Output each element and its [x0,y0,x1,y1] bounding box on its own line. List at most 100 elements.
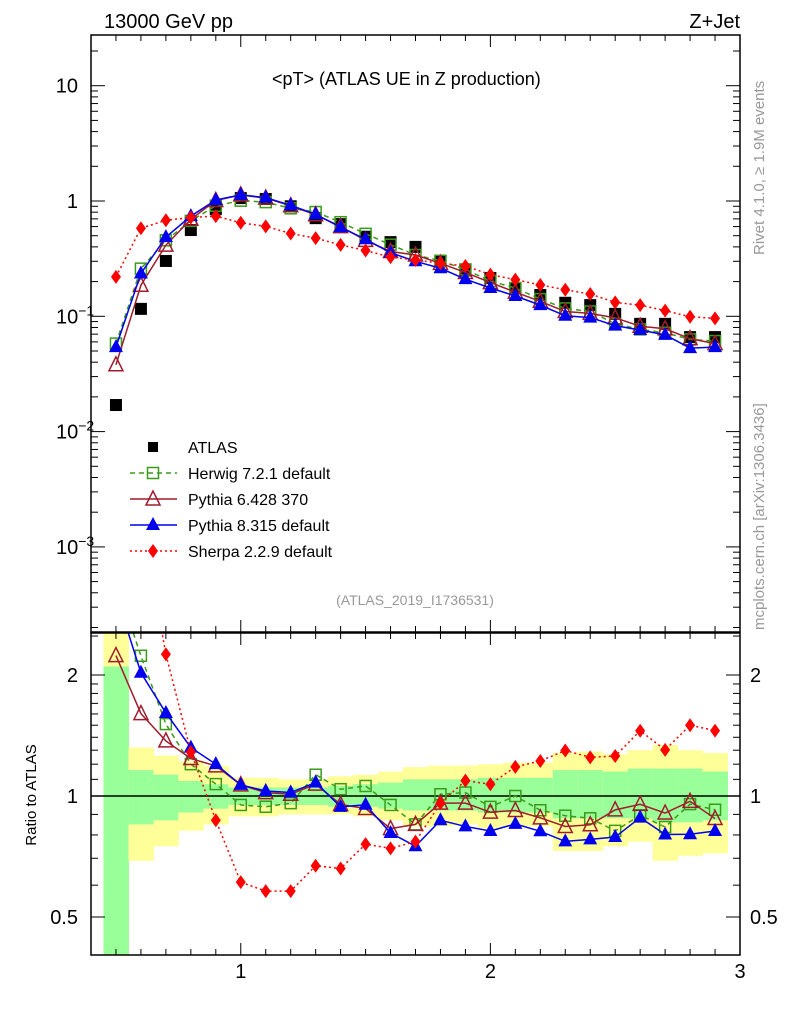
legend-item-pythia6: Pythia 6.428 370 [130,489,308,509]
ratio-point-pythia8 [433,812,448,826]
point-pythia8 [208,192,223,206]
ratio-point-sherpa [535,753,546,768]
ratio-point-pythia8 [633,809,648,823]
ratio-point-herwig [708,803,722,817]
point-sherpa [360,243,371,258]
ratio-point-sherpa [160,647,171,662]
legend-label-pythia6: Pythia 6.428 370 [188,492,308,509]
point-pythia8 [708,339,723,353]
ratio-point-sherpa [710,723,721,738]
ratio-point-pythia6 [656,803,674,820]
point-sherpa [185,210,196,225]
point-pythia8 [608,317,623,331]
header-energy: 13000 GeV pp [104,11,233,33]
point-sherpa [285,226,296,241]
ratio-point-pythia6 [407,814,424,832]
point-pythia8 [358,231,373,245]
point-atlas [159,254,172,267]
ratio-point-herwig [559,809,572,822]
point-pythia8 [533,297,548,311]
main-plot [107,185,724,412]
ratio-point-herwig [384,798,397,812]
y-tick-exponent: −2 [78,418,94,434]
ratio-point-sherpa [485,777,496,792]
series-pythia6 [107,185,724,372]
analysis-id: (ATLAS_2019_I1736531) [336,592,494,608]
ratio-point-pythia6 [457,793,474,810]
ratio-point-sherpa [585,750,596,765]
point-pythia8 [308,206,323,220]
legend-label-sherpa: Sherpa 2.2.9 default [188,544,333,561]
ratio-point-herwig [359,779,372,793]
ratio-point-sherpa [185,745,196,760]
ratio-point-sherpa [285,884,296,899]
ratio-point-pythia6 [157,731,175,748]
ratio-point-pythia6 [582,815,599,832]
ratio-point-sherpa [210,813,221,828]
legend-label-herwig: Herwig 7.2.1 default [188,466,331,483]
ratio-point-sherpa [685,718,696,733]
ratio-point-pythia6 [182,748,200,766]
band-inner-bin [552,770,579,819]
point-sherpa [210,209,221,224]
ratio-point-sherpa [610,749,621,764]
x-tick-label: 3 [734,961,745,983]
point-pythia8 [583,309,598,323]
ratio-plot [91,633,740,899]
line-pythia8 [115,194,716,349]
ratio-point-pythia6 [482,802,499,819]
y-tick-exponent: −3 [78,533,94,549]
ratio-point-pythia8 [383,824,398,838]
ratio-point-pythia8 [658,826,673,840]
ratio-point-herwig [234,798,248,812]
ratio-point-pythia6 [606,800,624,817]
point-pythia8 [283,197,298,211]
ratio-point-sherpa [335,861,346,876]
point-pythia8 [258,189,273,203]
ratio-point-pythia8 [533,823,548,837]
point-sherpa [135,221,146,236]
point-sherpa [160,213,171,228]
point-sherpa [460,259,471,274]
y-tick-label: 10 [56,76,78,98]
y-tick-exponent: −1 [78,302,94,318]
ratio-point-pythia6 [681,791,699,809]
legend-label-pythia8: Pythia 8.315 default [188,518,330,535]
x-tick-label: 1 [235,961,246,983]
ratio-point-pythia8 [233,776,248,790]
plot-title: <pT> (ATLAS UE in Z production) [272,69,541,89]
point-pythia8 [333,219,348,233]
ratio-point-pythia8 [133,664,148,678]
point-pythia6 [107,355,125,372]
legend-marker-herwig [146,466,160,480]
line-herwig [115,199,716,344]
ratio-point-pythia6 [107,645,125,663]
ratio-point-sherpa [235,875,246,890]
band-inner-bin [527,777,554,813]
legend-label-atlas: ATLAS [188,440,238,457]
ratio-point-sherpa [410,834,421,849]
legend-item-pythia8: Pythia 8.315 default [130,517,330,535]
y-tick-label: 10−2 [56,418,94,444]
point-atlas [134,302,147,315]
line-pythia6 [115,194,716,365]
point-pythia6 [157,235,175,252]
point-sherpa [235,215,246,230]
ratio-point-sherpa [510,759,521,774]
ratio-point-pythia8 [158,704,173,718]
point-pythia8 [483,279,498,293]
point-pythia8 [633,322,648,336]
ratio-point-sherpa [460,773,471,788]
point-sherpa [385,250,396,265]
point-sherpa [335,237,346,252]
ratio-point-herwig [209,777,223,791]
ratio-point-herwig [284,796,297,810]
legend-item-atlas: ATLAS [148,440,238,457]
point-sherpa [260,219,271,234]
y-tick-label: 1 [67,191,78,213]
series-sherpa [110,209,721,326]
ratio-point-sherpa [660,742,671,757]
ratio-point-pythia8 [683,826,698,840]
ratio-axis-label: Ratio to ATLAS [23,744,40,845]
